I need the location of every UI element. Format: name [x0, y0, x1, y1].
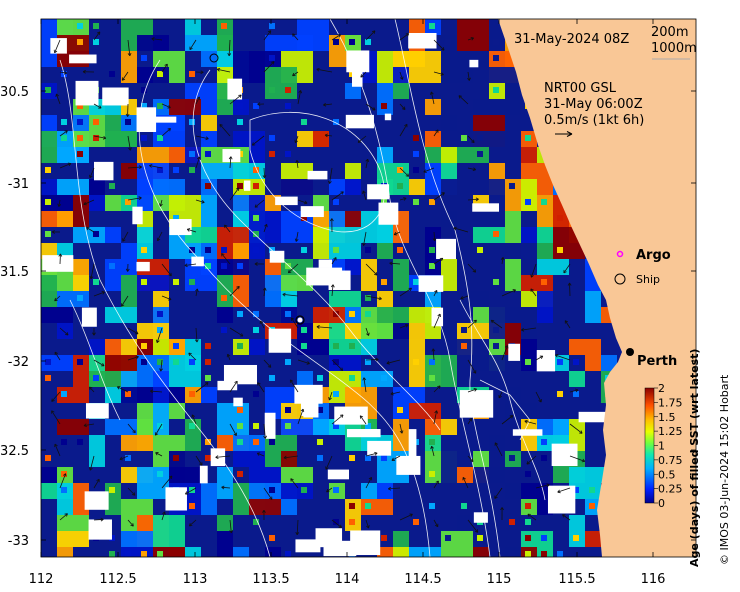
x-tick-label: 114.5	[404, 572, 441, 587]
current-product: NRT00 GSL	[544, 81, 617, 96]
plot-frame	[40, 18, 697, 558]
colorbar-tick-label: 2	[658, 382, 665, 395]
y-tick-label: -31	[8, 177, 29, 192]
city-label: Perth	[637, 354, 677, 369]
x-tick-label: 112	[29, 572, 54, 587]
argo-icon	[616, 250, 624, 258]
contour-label-200m: 200m	[651, 25, 688, 40]
x-tick-label: 115	[487, 572, 512, 587]
ship-marker-2	[209, 53, 219, 63]
y-tick-label: 32.5	[0, 444, 29, 459]
current-time: 31-May 06:00Z	[544, 97, 643, 112]
colorbar-tick-label: 1.25	[658, 425, 683, 438]
current-scale: 0.5m/s (1kt 6h)	[544, 113, 644, 128]
perth-marker	[626, 348, 634, 356]
credit-text: © IMOS 03-Jun-2024 15:02 Hobart	[718, 374, 731, 565]
x-tick-label: 116	[641, 572, 666, 587]
colorbar-tick-label: 1.5	[658, 411, 676, 424]
contour-label-1000m: 1000m	[651, 41, 697, 56]
depth-contours	[59, 19, 546, 557]
x-tick-label: 113	[183, 572, 208, 587]
current-vectors	[51, 30, 586, 536]
x-tick-label: 115.5	[558, 572, 595, 587]
colorbar-title: Age (days) of filled SST (wrt latest)	[688, 349, 701, 567]
y-tick-label: -33	[8, 534, 29, 549]
ship-marker	[295, 315, 305, 325]
y-tick-label: 30.5	[0, 85, 29, 100]
colorbar-tick-label: 1	[658, 440, 665, 453]
y-tick-label: -32	[8, 355, 29, 370]
x-tick-label: 114	[335, 572, 360, 587]
cloud-gaps	[42, 32, 612, 557]
colorbar-tick-label: 0.25	[658, 483, 683, 496]
colorbar-ticks: 21.75 1.51.25 10.750.5 0.250	[654, 382, 683, 510]
ship-label: Ship	[636, 273, 660, 286]
scale-arrow-head	[566, 131, 573, 137]
argo-label: Argo	[636, 248, 671, 263]
plot-area	[41, 19, 696, 557]
x-tick-label: 112.5	[99, 572, 136, 587]
colorbar-tick-label: 0	[658, 497, 665, 510]
sst-age-field	[41, 19, 633, 557]
colorbar-tick-label: 1.75	[658, 396, 683, 409]
ship-icon	[614, 273, 626, 285]
ship-marker-inner	[297, 317, 303, 323]
y-tick-label: 31.5	[0, 265, 29, 280]
colorbar-tick-label: 0.5	[658, 468, 676, 481]
map-datetime: 31-May-2024 08Z	[514, 32, 629, 47]
x-axis: 112 112.5 113 113.5 114 114.5 115 115.5 116	[29, 19, 666, 587]
y-axis: 30.5 -31 31.5 -32 32.5 -33	[0, 85, 696, 549]
colorbar	[644, 387, 655, 504]
colorbar-tick-label: 0.75	[658, 454, 683, 467]
x-tick-label: 113.5	[252, 572, 289, 587]
